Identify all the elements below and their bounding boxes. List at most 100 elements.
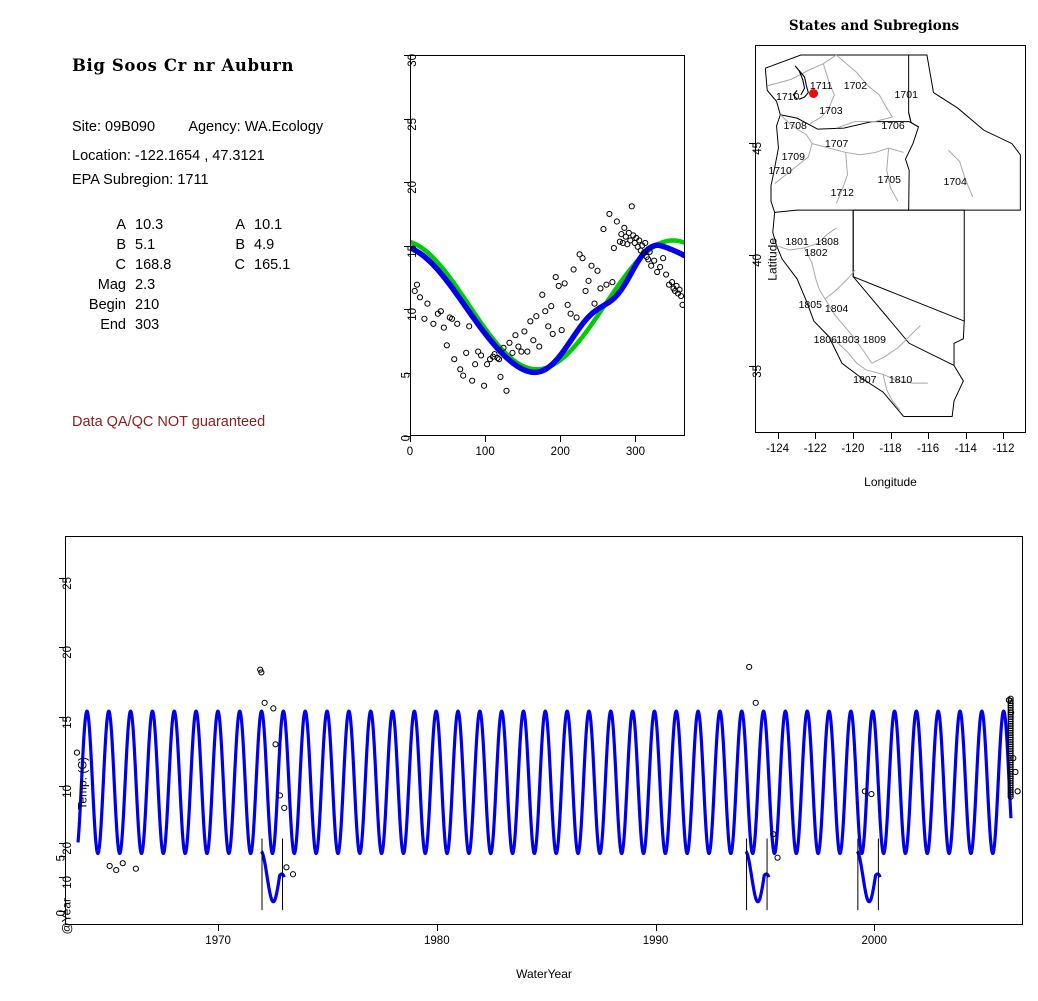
stat-value: 168.8 (135, 257, 172, 273)
empty-cell (254, 295, 290, 315)
map-y-tick-label: 45 (751, 142, 764, 155)
subregion-label-1705: 1705 (877, 173, 901, 186)
map-y-tick (749, 366, 755, 368)
map-panel: States and Subregions 1711 1702 1701 1710 17… (710, 0, 1038, 500)
stat-label: B (116, 237, 126, 253)
stat-value: 303 (135, 317, 160, 333)
subregion-label-1708: 1708 (783, 120, 807, 133)
ts-y-tick (59, 855, 65, 857)
subregion-label-1707: 1707 (824, 138, 849, 151)
timeseries-plot-area (65, 536, 1023, 925)
site-label: Site: (72, 119, 102, 135)
ts-ylabel: Temp. (C) (75, 757, 90, 810)
subregion-label-1710: 1710 (768, 164, 792, 177)
x-tick (485, 436, 487, 442)
ts-y-tick (59, 786, 65, 788)
stat-label: Mag (97, 277, 126, 293)
subregion-label-1809: 1809 (862, 334, 886, 347)
y-tick-label: 10 (406, 308, 419, 321)
subregion-label-1810: 1810 (888, 374, 913, 387)
stat-value: 5.1 (135, 237, 156, 253)
ts-y-tick (59, 577, 65, 579)
subregion-label-1803: 1803 (836, 334, 860, 347)
x-tick (560, 436, 562, 442)
ts-y2-tick (59, 911, 65, 913)
x-tick-label: 0 (406, 446, 414, 458)
timeseries-svg (73, 663, 1021, 911)
subregion-label-1807: 1807 (853, 374, 877, 387)
map-plot-area: 1711 1702 1701 1710 1703 1706 1708 1707 1709 1710… (755, 45, 1026, 433)
table-row: C 168.8 C 165.1 (72, 255, 291, 275)
map-y-tick (749, 143, 755, 145)
stat-value-2: 4.9 (254, 237, 275, 253)
map-x-tick-label: -114 (954, 443, 977, 455)
y-tick (404, 55, 410, 56)
y-tick (404, 245, 410, 247)
fit-statistics-table: A 10.3 A 10.1 B 5.1 B 4.9 C 168.8 C 165.… (72, 215, 290, 335)
site-agency-line: Site: 09B090 Agency: WA.Ecology (72, 119, 323, 135)
table-row: End 303 (72, 315, 290, 335)
map-svg (764, 54, 1021, 417)
map-x-tick (965, 433, 967, 439)
seasonal-scatter-panel: 0 100 200 300 0 5 10 15 20 25 30 (370, 0, 710, 500)
map-x-tick-label: -124 (766, 443, 790, 455)
agency-label: Agency: (188, 119, 241, 135)
x-tick-label: 100 (475, 446, 495, 458)
stat-value: 10.3 (135, 217, 164, 233)
ts-y-tick (59, 647, 65, 649)
stat-label: Begin (88, 297, 126, 313)
subregion-label-1703: 1703 (819, 104, 843, 117)
ts-x-tick-label: 1980 (424, 935, 450, 947)
location-line: Location: -122.1654 , 47.3121 (72, 148, 265, 164)
stat-value: 2.3 (135, 277, 156, 293)
table-row: Begin 210 (72, 295, 290, 315)
ts-y2-tick-label: 10 (61, 876, 74, 889)
ts-y2-tick (59, 843, 65, 845)
y-tick (404, 182, 410, 183)
empty-cell (254, 275, 290, 295)
map-x-tick (890, 433, 892, 439)
subregion-label-1806: 1806 (813, 334, 837, 347)
stat-label-2: A (235, 217, 245, 233)
map-title: States and Subregions (788, 18, 960, 34)
seasonal-scatter-svg (411, 203, 684, 394)
stat-value-2: 10.1 (254, 217, 283, 233)
y-tick-label: 5 (400, 371, 413, 378)
stat-value: 210 (135, 297, 160, 313)
y-tick-label: 15 (406, 244, 419, 258)
map-y-tick-label: 40 (751, 253, 764, 267)
ts-x-tick (655, 925, 657, 931)
map-x-tick (815, 433, 817, 439)
y-tick-label: 0 (400, 435, 413, 442)
ts-x-tick-label: 2000 (861, 935, 888, 947)
stat-label: End (100, 317, 126, 333)
y-tick (404, 372, 410, 374)
y-tick (404, 118, 410, 120)
ts-ylabel-2: @Year (59, 898, 74, 935)
y-tick-label: 30 (406, 54, 419, 67)
ts-y-tick-label: 15 (61, 715, 74, 729)
map-x-tick (928, 433, 930, 439)
x-tick (635, 436, 637, 442)
stat-label-2: C (234, 257, 245, 273)
ts-y-tick-label: 20 (61, 646, 74, 659)
stat-value-2: 165.1 (254, 257, 291, 273)
epa-subregion-line: EPA Subregion: 1711 (72, 172, 209, 188)
y-tick-label: 20 (406, 181, 419, 194)
ts-x-tick-label: 1990 (642, 935, 669, 947)
x-tick-label: 200 (550, 446, 570, 458)
stat-label: C (115, 257, 126, 273)
subregion-label-1701: 1701 (894, 89, 918, 102)
ts-x-tick-label: 1970 (205, 935, 231, 947)
table-row: A 10.3 A 10.1 (72, 215, 290, 235)
subregion-label-1706: 1706 (881, 120, 905, 133)
ts-x-tick (218, 925, 220, 931)
map-x-tick-label: -112 (992, 443, 1015, 455)
subregion-label-1801: 1801 (785, 236, 809, 249)
empty-cell (254, 315, 290, 335)
ts-y-tick-label: 5 (55, 854, 68, 861)
table-row: Mag 2.3 (72, 275, 290, 295)
agency-value: WA.Ecology (244, 119, 324, 135)
ts-y-tick-label: 25 (61, 576, 74, 590)
map-x-tick-label: -116 (917, 443, 940, 455)
